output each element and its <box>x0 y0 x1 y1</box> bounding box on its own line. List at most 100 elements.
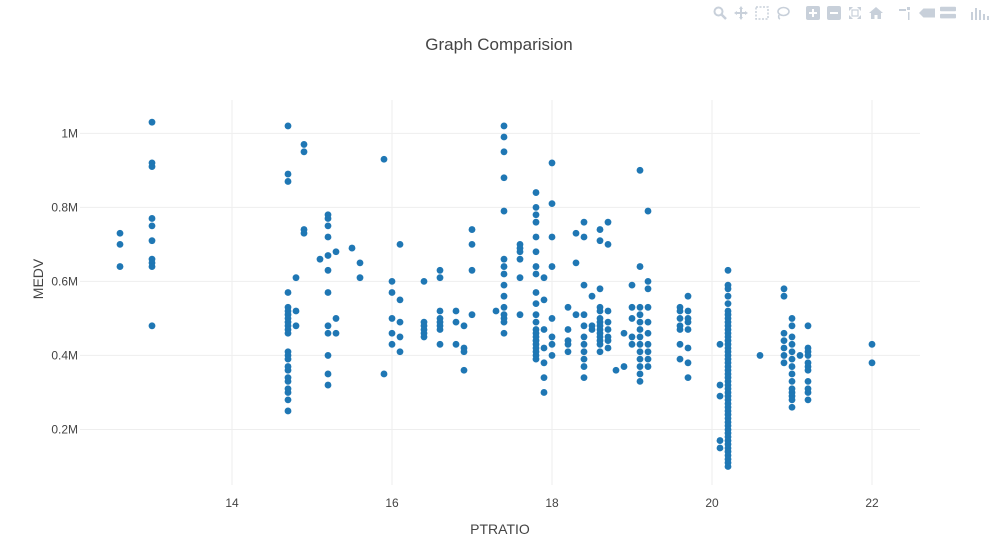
plotly-logo-icon[interactable] <box>970 5 992 21</box>
data-point[interactable] <box>388 340 396 348</box>
data-point[interactable] <box>356 259 364 267</box>
data-point[interactable] <box>780 292 788 300</box>
data-point[interactable] <box>324 381 332 389</box>
data-point[interactable] <box>380 155 388 163</box>
data-point[interactable] <box>596 307 604 315</box>
data-point[interactable] <box>804 322 812 330</box>
pan-icon[interactable] <box>733 5 749 21</box>
data-point[interactable] <box>788 363 796 370</box>
data-point[interactable] <box>532 311 540 319</box>
data-point[interactable] <box>724 463 732 470</box>
data-point[interactable] <box>500 329 508 337</box>
data-point[interactable] <box>572 259 580 267</box>
data-point[interactable] <box>332 329 340 337</box>
reset-axes-icon[interactable] <box>868 5 884 21</box>
data-point[interactable] <box>596 348 604 356</box>
data-point[interactable] <box>724 285 732 293</box>
data-point[interactable] <box>452 307 460 315</box>
data-point[interactable] <box>604 318 612 326</box>
hover-closest-icon[interactable] <box>919 5 935 21</box>
data-point[interactable] <box>596 226 604 233</box>
data-point[interactable] <box>540 389 548 396</box>
data-point[interactable] <box>780 352 788 359</box>
data-point[interactable] <box>684 318 692 326</box>
data-point[interactable] <box>284 170 292 178</box>
data-point[interactable] <box>548 333 556 341</box>
data-point[interactable] <box>804 377 812 385</box>
data-point[interactable] <box>676 315 684 322</box>
data-point[interactable] <box>780 285 788 293</box>
data-point[interactable] <box>324 322 332 330</box>
data-point[interactable] <box>532 233 540 241</box>
data-point[interactable] <box>284 178 292 185</box>
data-point[interactable] <box>436 307 444 315</box>
data-point[interactable] <box>300 229 308 237</box>
data-point[interactable] <box>644 363 652 370</box>
data-point[interactable] <box>516 274 524 282</box>
data-point[interactable] <box>580 340 588 348</box>
data-point[interactable] <box>284 355 292 363</box>
data-point[interactable] <box>588 326 596 333</box>
data-point[interactable] <box>516 311 524 319</box>
data-point[interactable] <box>596 285 604 293</box>
data-point[interactable] <box>116 240 124 248</box>
data-point[interactable] <box>644 329 652 337</box>
data-point[interactable] <box>116 263 124 270</box>
data-point[interactable] <box>548 315 556 322</box>
data-point[interactable] <box>540 374 548 382</box>
data-point[interactable] <box>636 263 644 270</box>
hover-compare-icon[interactable] <box>940 5 956 21</box>
data-point[interactable] <box>324 222 332 230</box>
data-point[interactable] <box>396 348 404 356</box>
data-point[interactable] <box>548 263 556 270</box>
data-point[interactable] <box>644 303 652 311</box>
data-point[interactable] <box>676 307 684 315</box>
data-point[interactable] <box>636 318 644 326</box>
data-point[interactable] <box>716 444 724 452</box>
data-point[interactable] <box>644 318 652 326</box>
data-point[interactable] <box>500 270 508 278</box>
data-point[interactable] <box>572 311 580 319</box>
data-point[interactable] <box>436 326 444 333</box>
data-point[interactable] <box>292 274 300 282</box>
data-point[interactable] <box>716 381 724 389</box>
data-point[interactable] <box>788 355 796 363</box>
data-point[interactable] <box>516 248 524 256</box>
data-point[interactable] <box>628 281 636 289</box>
data-point[interactable] <box>532 248 540 256</box>
data-point[interactable] <box>548 200 556 208</box>
data-point[interactable] <box>580 311 588 319</box>
data-point[interactable] <box>324 233 332 241</box>
data-point[interactable] <box>540 274 548 282</box>
data-point[interactable] <box>500 281 508 289</box>
data-point[interactable] <box>292 322 300 330</box>
data-point[interactable] <box>540 344 548 352</box>
data-point[interactable] <box>780 329 788 337</box>
data-point[interactable] <box>380 370 388 378</box>
data-point[interactable] <box>148 163 156 171</box>
data-point[interactable] <box>572 229 580 237</box>
data-point[interactable] <box>676 355 684 363</box>
data-point[interactable] <box>636 363 644 370</box>
data-point[interactable] <box>788 333 796 341</box>
data-point[interactable] <box>724 292 732 300</box>
zoom-icon[interactable] <box>712 5 728 21</box>
autoscale-icon[interactable] <box>847 5 863 21</box>
data-point[interactable] <box>500 303 508 311</box>
data-point[interactable] <box>324 329 332 337</box>
data-point[interactable] <box>396 240 404 248</box>
data-point[interactable] <box>148 237 156 245</box>
data-point[interactable] <box>804 352 812 359</box>
data-point[interactable] <box>532 203 540 211</box>
data-point[interactable] <box>588 292 596 300</box>
data-point[interactable] <box>580 374 588 382</box>
data-point[interactable] <box>604 218 612 226</box>
data-point[interactable] <box>756 352 764 359</box>
data-point[interactable] <box>388 329 396 337</box>
data-point[interactable] <box>460 348 468 356</box>
data-point[interactable] <box>804 389 812 396</box>
data-point[interactable] <box>796 352 804 359</box>
data-point[interactable] <box>532 270 540 278</box>
data-point[interactable] <box>492 307 500 315</box>
data-point[interactable] <box>580 348 588 356</box>
